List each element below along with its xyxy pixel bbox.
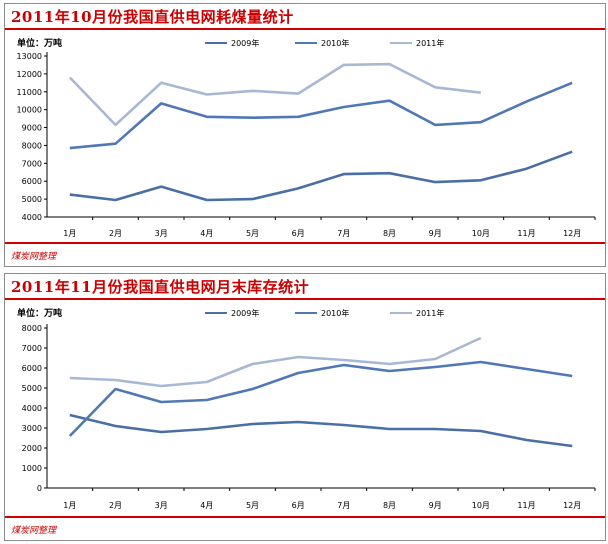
chart-panel-inventory: 2011年11月份我国直供电网月末库存统计 单位：万吨 2009年 2010年 201… (4, 273, 606, 541)
y-tick-label: 8000 (22, 324, 42, 333)
x-tick-label: 5月 (246, 501, 259, 510)
series-line-2009年 (69, 413, 573, 448)
x-tick-label: 10月 (472, 501, 490, 510)
x-tick-label: 12月 (563, 229, 581, 238)
x-tick-label: 10月 (472, 229, 490, 238)
y-tick-label: 7000 (22, 344, 42, 353)
unit-label: 单位：万吨 (17, 307, 62, 319)
x-tick-label: 3月 (155, 501, 168, 510)
y-tick-label: 9000 (22, 124, 42, 133)
chart-title: 2011年10月份我国直供电网耗煤量统计 (11, 8, 294, 26)
x-tick-label: 2月 (109, 501, 122, 510)
x-tick-label: 6月 (292, 501, 305, 510)
y-tick-label: 5000 (22, 195, 42, 204)
y-tick-label: 4000 (22, 213, 42, 222)
y-tick-label: 7000 (22, 159, 42, 168)
series-line-2011年 (68, 62, 481, 127)
y-tick-label: 8000 (22, 141, 42, 150)
y-tick-label: 3000 (22, 424, 42, 433)
y-tick-label: 1000 (22, 464, 42, 473)
x-tick-label: 7月 (337, 501, 350, 510)
x-tick-label: 6月 (292, 229, 305, 238)
y-tick-label: 10000 (17, 106, 42, 115)
x-tick-label: 4月 (200, 229, 213, 238)
x-tick-label: 3月 (155, 229, 168, 238)
chart-title: 2011年11月份我国直供电网月末库存统计 (11, 278, 310, 296)
title-rule (5, 28, 605, 30)
x-tick-label: 7月 (337, 229, 350, 238)
legend-entry: 2010年 (321, 38, 349, 48)
legend-entry: 2011年 (416, 308, 444, 318)
y-tick-label: 13000 (17, 52, 42, 61)
source-footer: 煤炭网整理 (11, 526, 57, 536)
x-tick-label: 4月 (200, 501, 213, 510)
x-tick-label: 2月 (109, 229, 122, 238)
consumption-chart: 单位：万吨 2009年 2010年 2011年 4000 5000 6000 7000 8000… (17, 37, 596, 238)
y-tick-label: 11000 (17, 88, 42, 97)
x-tick-label: 8月 (383, 501, 396, 510)
y-tick-label: 12000 (17, 70, 42, 79)
x-tick-label: 9月 (429, 229, 442, 238)
footer-rule (5, 516, 605, 518)
x-tick-label: 9月 (429, 501, 442, 510)
series-line-2011年 (69, 336, 482, 388)
y-tick-label: 4000 (22, 404, 42, 413)
y-tick-label: 6000 (22, 177, 42, 186)
x-tick-label: 12月 (563, 501, 581, 510)
source-footer: 煤炭网整理 (11, 252, 57, 262)
x-tick-label: 8月 (383, 229, 396, 238)
legend-entry: 2009年 (231, 38, 259, 48)
footer-rule (5, 242, 605, 244)
legend-entry: 2009年 (231, 308, 259, 318)
series-line-2010年 (68, 360, 573, 437)
unit-label: 单位：万吨 (17, 37, 62, 49)
series-line-2009年 (69, 150, 573, 202)
series-line-2010年 (69, 81, 573, 150)
x-tick-label: 11月 (517, 229, 535, 238)
legend-entry: 2011年 (416, 38, 444, 48)
y-tick-label: 2000 (22, 444, 42, 453)
inventory-chart: 单位：万吨 2009年 2010年 2011年 0 1000 2000 3000 4000 500… (17, 307, 596, 510)
y-tick-label: 0 (37, 484, 42, 493)
title-rule (5, 298, 605, 300)
x-tick-label: 1月 (63, 501, 76, 510)
x-tick-label: 1月 (63, 229, 76, 238)
legend-entry: 2010年 (321, 308, 349, 318)
y-tick-label: 6000 (22, 364, 42, 373)
chart-panel-consumption: 2011年10月份我国直供电网耗煤量统计 单位：万吨 2009年 2010年 2011… (4, 3, 606, 267)
x-tick-label: 5月 (246, 229, 259, 238)
y-tick-label: 5000 (22, 384, 42, 393)
x-tick-label: 11月 (517, 501, 535, 510)
